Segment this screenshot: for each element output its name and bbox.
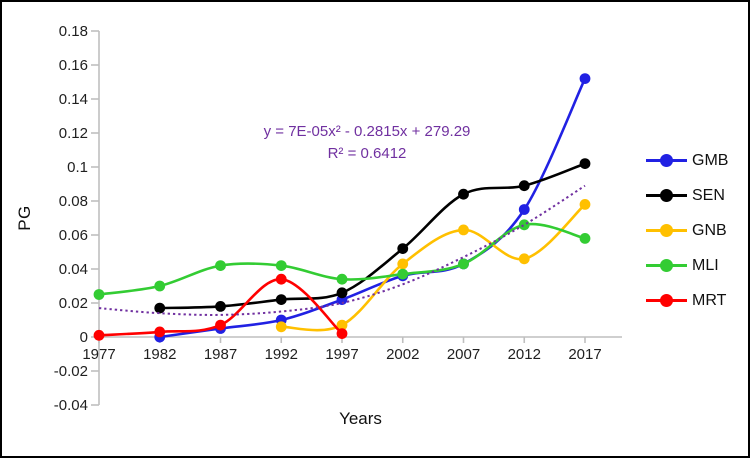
x-tick-label: 2012 xyxy=(508,346,541,363)
legend-label: MRT xyxy=(692,291,727,309)
series-marker xyxy=(579,158,591,170)
series-marker xyxy=(275,273,287,285)
y-tick-label: 0.08 xyxy=(59,193,88,210)
series-marker xyxy=(336,319,348,331)
legend-marker-icon xyxy=(646,294,687,307)
series-marker xyxy=(93,289,105,300)
legend-marker-icon xyxy=(646,259,687,272)
series-line xyxy=(97,277,344,337)
series-marker xyxy=(518,253,530,265)
series-marker xyxy=(518,219,530,231)
series-marker xyxy=(154,280,166,292)
series-marker xyxy=(275,294,287,305)
y-axis: 0.18 0.16 0.14 0.12 0.1 0.08 0.06 0.04 0.02 0 -0.0… xyxy=(54,23,100,414)
series-marker xyxy=(275,260,287,271)
series-line xyxy=(158,77,587,339)
series-marker xyxy=(336,273,348,285)
x-tick-label: 1982 xyxy=(143,346,176,363)
y-tick-label: 0.14 xyxy=(59,91,88,108)
y-tick-label: 0.18 xyxy=(59,23,88,40)
series-marker xyxy=(397,268,409,280)
series-marker xyxy=(579,199,591,210)
legend: GMB SEN GNB MLI MRT xyxy=(646,143,728,318)
series-marker xyxy=(336,287,348,299)
y-tick-label: 0.04 xyxy=(59,261,88,278)
y-tick-label: -0.04 xyxy=(54,397,88,414)
y-tick-label: 0.16 xyxy=(59,57,88,74)
legend-item-gmb: GMB xyxy=(646,143,728,178)
series-line xyxy=(280,203,587,332)
series-marker xyxy=(397,243,409,255)
trendline-annotation: y = 7E-05x² - 0.2815x + 279.29 R² = 0.64… xyxy=(234,121,500,165)
legend-item-mli: MLI xyxy=(646,248,728,283)
series-marker xyxy=(458,224,469,236)
y-tick-label: 0.06 xyxy=(59,227,88,244)
y-tick-label: 0.02 xyxy=(59,295,88,312)
series-marker xyxy=(275,321,287,333)
y-tick-label: 0.12 xyxy=(59,125,88,142)
y-tick-label: -0.02 xyxy=(54,363,88,380)
y-axis-title: PG xyxy=(14,205,34,231)
y-tick-label: 0 xyxy=(80,329,88,346)
legend-marker-icon xyxy=(646,189,687,202)
legend-item-sen: SEN xyxy=(646,178,728,213)
trendline-equation: y = 7E-05x² - 0.2815x + 279.29 xyxy=(263,123,471,140)
x-tick-label: 2007 xyxy=(447,346,480,363)
series-gnb xyxy=(280,203,587,332)
series-marker xyxy=(518,204,530,215)
series-marker xyxy=(336,328,348,339)
x-tick-label: 2017 xyxy=(568,346,601,363)
legend-label: MLI xyxy=(692,256,719,274)
series-marker xyxy=(154,302,166,314)
series-marker xyxy=(579,233,591,244)
series-marker xyxy=(154,326,166,338)
legend-label: GNB xyxy=(692,221,727,239)
y-tick-label: 0.1 xyxy=(67,159,88,176)
series-mrt xyxy=(97,277,344,337)
series-marker xyxy=(215,260,226,271)
legend-item-mrt: MRT xyxy=(646,283,728,318)
x-tick-label: 1992 xyxy=(265,346,298,363)
series-marker xyxy=(579,73,591,84)
x-axis-title: Years xyxy=(339,409,382,428)
series-marker xyxy=(458,258,469,270)
legend-marker-icon xyxy=(646,224,687,237)
legend-label: SEN xyxy=(692,186,725,204)
x-tick-label: 1987 xyxy=(204,346,237,363)
series-marker xyxy=(93,329,105,341)
series-marker xyxy=(518,180,530,192)
legend-item-gnb: GNB xyxy=(646,213,728,248)
trendline-r-squared: R² = 0.6412 xyxy=(327,144,407,162)
legend-label: GMB xyxy=(692,151,729,169)
legend-marker-icon xyxy=(646,154,687,167)
series-marker xyxy=(215,319,226,331)
x-tick-label: 1977 xyxy=(82,346,115,363)
x-tick-label: 1997 xyxy=(325,346,358,363)
series-marker xyxy=(458,188,469,200)
series-marker xyxy=(215,301,226,312)
x-axis: 1977 1982 1987 1992 1997 2002 2007 2012 2017 xyxy=(82,336,622,363)
series-marker xyxy=(397,258,409,270)
x-tick-label: 2002 xyxy=(386,346,419,363)
series-gmb xyxy=(158,77,587,339)
